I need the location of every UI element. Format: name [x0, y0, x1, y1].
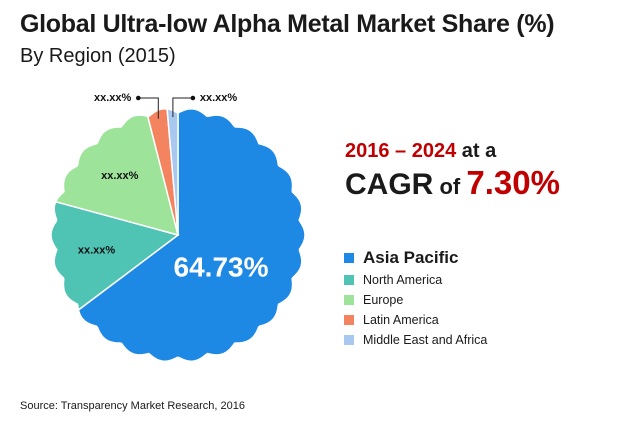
cagr-years: 2016 – 2024 — [345, 140, 457, 162]
pie-slice-latin-america — [146, 108, 179, 236]
slice-label-asia-pacific: 64.73% — [174, 252, 269, 283]
legend: Asia Pacific North America Europe Latin … — [344, 246, 487, 350]
slice-label-middle-east-and-africa: xx.xx% — [200, 92, 238, 104]
legend-swatch — [344, 253, 354, 263]
pie-slice-north-america — [50, 200, 180, 312]
callout-line — [172, 97, 193, 118]
legend-label: Latin America — [363, 313, 439, 327]
legend-swatch — [344, 295, 354, 305]
callout-dot — [136, 95, 141, 101]
cagr-of: of — [433, 174, 467, 199]
legend-label: Middle East and Africa — [363, 333, 488, 347]
legend-item-north-america: North America — [344, 270, 487, 290]
cagr-value: 7.30% — [466, 164, 560, 201]
cagr-years-line: 2016 – 2024 at a — [345, 140, 496, 163]
legend-item-europe: Europe — [344, 290, 487, 310]
legend-swatch — [344, 315, 354, 325]
legend-label: Asia Pacific — [363, 248, 459, 267]
legend-swatch — [344, 335, 354, 345]
legend-label: Europe — [363, 293, 404, 307]
pie-slice-asia-pacific — [77, 108, 306, 362]
cagr-value-line: CAGR of 7.30% — [345, 164, 560, 202]
legend-label: North America — [363, 273, 443, 287]
slice-label-latin-america: xx.xx% — [94, 92, 132, 104]
legend-swatch — [344, 275, 354, 285]
cagr-at-a: at a — [456, 140, 497, 162]
slice-label-north-america: xx.xx% — [78, 245, 116, 257]
pie-slice-europe — [54, 114, 180, 237]
slice-label-europe: xx.xx% — [101, 170, 139, 182]
legend-item-asia-pacific: Asia Pacific — [344, 246, 487, 270]
chart-subtitle: By Region (2015) — [20, 45, 176, 67]
callout-line — [138, 97, 159, 119]
cagr-word: CAGR — [345, 168, 434, 201]
source-note: Source: Transparency Market Research, 20… — [20, 400, 246, 412]
chart-title: Global Ultra-low Alpha Metal Market Shar… — [20, 10, 555, 38]
legend-item-middle-east-africa: Middle East and Africa — [344, 330, 487, 350]
legend-item-latin-america: Latin America — [344, 310, 487, 330]
callout-dot — [190, 95, 196, 101]
